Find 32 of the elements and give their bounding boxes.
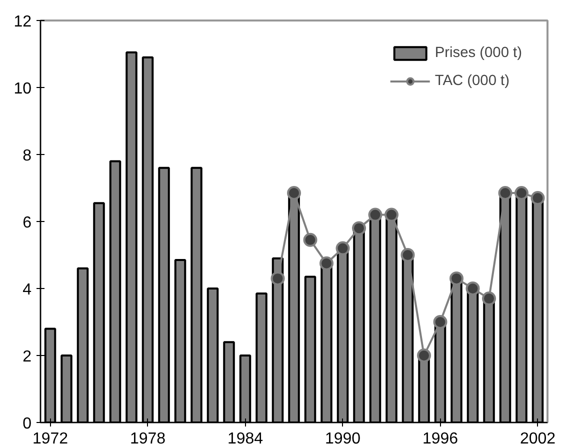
y-tick-label: 0	[22, 416, 32, 432]
point	[417, 348, 431, 362]
point	[320, 256, 334, 270]
x-tick-label: 1972	[32, 430, 68, 446]
x-tick-label: 2002	[520, 430, 556, 446]
point	[514, 186, 528, 200]
x-tick-label: 1978	[130, 430, 166, 446]
y-tick-label: 4	[22, 282, 32, 298]
point	[400, 248, 415, 262]
point	[482, 292, 496, 306]
point	[466, 282, 480, 296]
y-tick-label: 10	[14, 80, 32, 98]
point	[352, 221, 366, 236]
point	[270, 271, 285, 286]
point	[530, 191, 545, 206]
x-tick-label: 1984	[227, 430, 264, 446]
point	[368, 208, 382, 222]
point	[433, 315, 448, 329]
y-tick-label: 2	[22, 348, 32, 366]
point	[450, 271, 464, 286]
x-tick-label: 1990	[324, 430, 361, 446]
point	[384, 208, 398, 222]
y-tick-label: 8	[22, 148, 32, 164]
point	[287, 186, 301, 200]
y-tick-label: 6	[22, 214, 32, 232]
legend-label: Prises (000 t)	[434, 45, 522, 61]
x-tick-label: 1996	[422, 430, 458, 446]
point	[498, 186, 512, 200]
point	[303, 232, 318, 247]
point	[336, 241, 350, 256]
y-tick-label: 12	[14, 14, 32, 30]
legend-label: TAC (000 t)	[434, 73, 510, 89]
